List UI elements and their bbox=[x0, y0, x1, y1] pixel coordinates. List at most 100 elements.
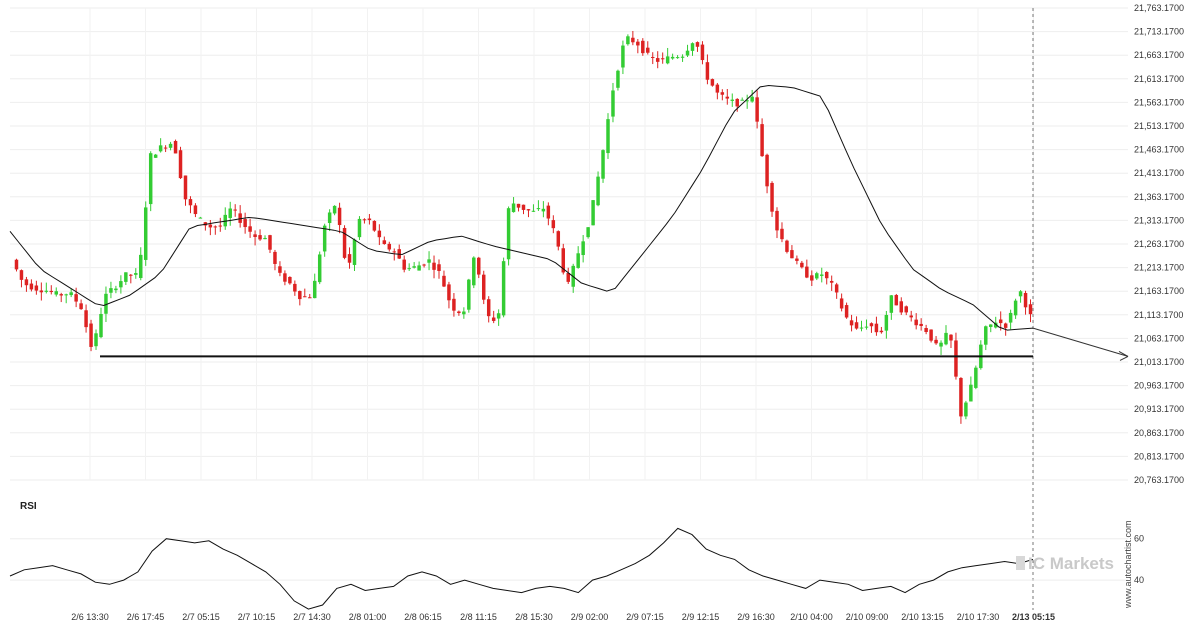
price-tick-label: 21,163.1700 bbox=[1134, 286, 1184, 296]
candle-body bbox=[367, 218, 372, 221]
price-tick-label: 21,013.1700 bbox=[1134, 357, 1184, 367]
candle-body bbox=[79, 303, 83, 310]
candle-body bbox=[993, 322, 998, 328]
candle-body bbox=[959, 377, 963, 417]
candle-body bbox=[646, 47, 650, 53]
candle-body bbox=[238, 213, 242, 223]
candle-body bbox=[844, 305, 849, 318]
candle-body bbox=[248, 226, 252, 232]
price-axis-labels: 21,763.1700 21,713.1700 21,663.1700 21,613.… bbox=[1134, 3, 1184, 485]
time-tick-label: 2/6 17:45 bbox=[127, 612, 165, 622]
candle-body bbox=[19, 270, 24, 280]
candle-body bbox=[660, 58, 665, 60]
candle-body bbox=[89, 323, 93, 347]
candle-body bbox=[815, 273, 819, 279]
candle-body bbox=[998, 319, 1003, 324]
candle-body bbox=[725, 96, 730, 99]
candle-body bbox=[546, 205, 551, 219]
brand-watermark-text: IC Markets bbox=[1028, 554, 1114, 573]
price-tick-label: 20,863.1700 bbox=[1134, 428, 1184, 438]
candle-body bbox=[233, 209, 237, 211]
candle-body bbox=[839, 298, 844, 309]
candle-body bbox=[69, 292, 73, 296]
candle-body bbox=[273, 251, 277, 264]
price-tick-label: 21,663.1700 bbox=[1134, 50, 1184, 60]
candle-body bbox=[606, 119, 610, 154]
rsi-axis-labels: 60 40 bbox=[1134, 534, 1144, 585]
candle-body bbox=[134, 273, 138, 275]
candle-body bbox=[253, 234, 257, 238]
candle-body bbox=[899, 301, 904, 313]
candle-body bbox=[317, 254, 322, 283]
candle-body bbox=[496, 313, 501, 319]
time-tick-label: 2/10 13:15 bbox=[901, 612, 944, 622]
candle-body bbox=[864, 326, 869, 328]
candle-body bbox=[243, 219, 247, 228]
candle-body bbox=[650, 56, 655, 58]
candle-body bbox=[153, 154, 158, 158]
time-tick-label: 2/6 13:30 bbox=[71, 612, 109, 622]
candle-body bbox=[710, 79, 715, 86]
candle-body bbox=[829, 280, 834, 283]
candle-body bbox=[407, 268, 411, 270]
candle-body bbox=[44, 290, 49, 292]
time-tick-label: 2/9 16:30 bbox=[737, 612, 775, 622]
candle-body bbox=[332, 205, 337, 214]
candle-body bbox=[109, 288, 113, 293]
time-tick-label: 2/7 14:30 bbox=[293, 612, 331, 622]
candle-body bbox=[869, 323, 874, 327]
rsi-grid bbox=[10, 538, 1128, 581]
rsi-tick-label: 40 bbox=[1134, 575, 1144, 585]
candle-body bbox=[198, 217, 203, 219]
time-tick-label: 2/8 11:15 bbox=[460, 612, 497, 622]
candle-body bbox=[337, 207, 342, 226]
candle-body bbox=[790, 250, 794, 259]
forecast-arrow-head bbox=[1118, 350, 1129, 361]
candle-body bbox=[472, 257, 476, 286]
candle-body bbox=[750, 96, 754, 102]
candle-body bbox=[745, 100, 749, 102]
candle-body bbox=[631, 37, 635, 43]
candle-body bbox=[805, 266, 809, 278]
candle-body bbox=[626, 36, 630, 45]
candle-body bbox=[412, 266, 416, 268]
candle-body bbox=[720, 92, 725, 95]
candle-body bbox=[775, 210, 779, 231]
candle-body bbox=[820, 274, 824, 276]
candle-body bbox=[437, 264, 441, 271]
candle-body bbox=[989, 324, 993, 327]
candle-body bbox=[616, 70, 620, 88]
candle-body bbox=[99, 313, 103, 338]
price-tick-label: 21,763.1700 bbox=[1134, 3, 1184, 13]
candle-body bbox=[735, 98, 739, 107]
candle-body bbox=[357, 218, 362, 238]
moving-average-line bbox=[9, 84, 1034, 331]
candle-body bbox=[785, 240, 789, 252]
candle-body bbox=[168, 143, 173, 148]
candle-body bbox=[695, 42, 700, 47]
candle-body bbox=[636, 41, 640, 46]
candle-body bbox=[308, 297, 312, 299]
candle-body bbox=[377, 230, 382, 238]
candle-body bbox=[288, 276, 292, 284]
price-tick-label: 21,563.1700 bbox=[1134, 97, 1184, 107]
candle-body bbox=[904, 306, 908, 313]
candle-body bbox=[511, 203, 516, 213]
candle-body bbox=[561, 248, 566, 273]
price-tick-label: 21,413.1700 bbox=[1134, 168, 1184, 178]
candle-body bbox=[104, 293, 108, 314]
candle-body bbox=[834, 284, 839, 293]
candle-body bbox=[452, 298, 456, 311]
candle-body bbox=[924, 328, 928, 332]
candle-body bbox=[432, 262, 436, 270]
time-tick-label: 2/7 05:15 bbox=[182, 612, 220, 622]
price-tick-label: 21,713.1700 bbox=[1134, 27, 1184, 37]
candle-body bbox=[278, 266, 282, 273]
candle-body bbox=[362, 219, 367, 221]
candle-body bbox=[1003, 323, 1008, 328]
candle-body bbox=[303, 296, 307, 298]
candle-body bbox=[312, 280, 317, 299]
candle-body bbox=[1013, 300, 1018, 316]
candle-body bbox=[372, 220, 377, 231]
